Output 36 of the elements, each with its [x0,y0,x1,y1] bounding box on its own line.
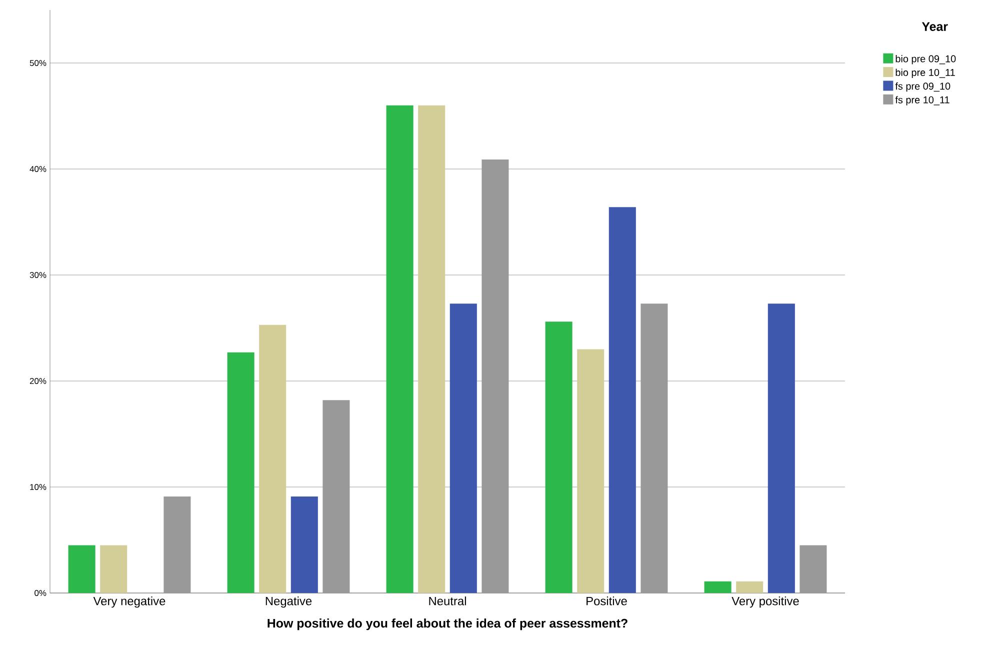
legend-label: fs pre 09_10 [895,82,950,92]
x-axis-title: How positive do you feel about the idea of peer assessment? [268,618,628,630]
bar [322,400,350,593]
bar [577,349,604,593]
x-tick-label: Very positive [732,596,799,608]
bar [450,304,477,593]
bar [545,322,572,593]
bar [386,105,414,593]
bar [704,581,732,593]
bar [164,496,191,593]
bar [482,159,509,593]
bar [736,581,764,593]
x-tick-label: Neutral [429,596,466,606]
bar [100,545,128,593]
bar [768,304,795,593]
legend-title: Year [922,22,948,31]
y-tick-label: 30% [30,272,46,278]
bar [68,545,96,593]
legend-label: fs pre 10_11 [895,96,950,106]
y-tick-label: 10% [30,484,46,490]
bar [227,352,254,593]
bar [640,304,668,593]
bar [418,105,446,593]
y-tick-label: 40% [30,166,46,172]
x-tick-label: Very negative [93,596,166,608]
y-tick-label: 0% [34,590,46,596]
bar [608,207,636,593]
bar [259,324,286,593]
bar [290,496,318,593]
legend-label: bio pre 09_10 [896,54,956,64]
bar [800,545,827,593]
x-tick-label: Positive [586,596,627,606]
x-tick-label: Negative [266,596,312,608]
y-tick-label: 20% [30,378,46,384]
legend-label: bio pre 10_11 [896,68,955,78]
y-tick-label: 50% [30,60,46,66]
